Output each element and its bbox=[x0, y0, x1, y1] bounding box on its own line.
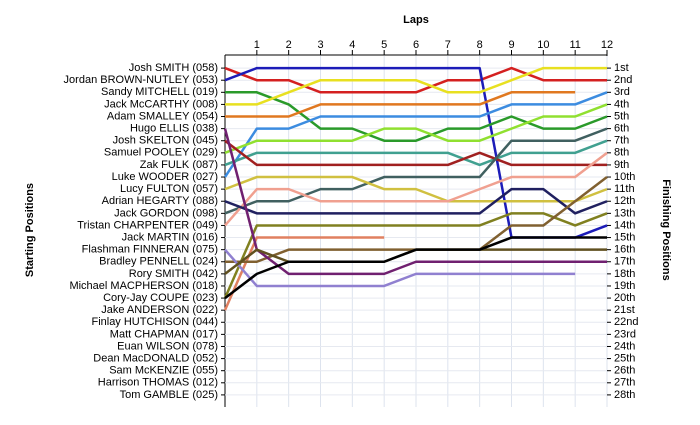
y2-tick-label: 7th bbox=[614, 135, 629, 147]
y-tick-label: Harrison THOMAS (012) bbox=[98, 377, 218, 389]
y2-tick-label: 14th bbox=[614, 219, 635, 231]
y-tick-label: Jack GORDON (098) bbox=[114, 207, 218, 219]
y-tick-label: Jack MARTIN (016) bbox=[122, 231, 218, 243]
y2-tick-label: 11th bbox=[614, 183, 635, 195]
y2-tick-label: 25th bbox=[614, 352, 635, 364]
driver-line bbox=[225, 66, 607, 106]
y-tick-label: Sam McKENZIE (055) bbox=[109, 365, 218, 377]
driver-line bbox=[224, 139, 607, 167]
driver-line bbox=[225, 91, 608, 142]
y-tick-label: Tom GAMBLE (025) bbox=[120, 389, 218, 401]
y-tick-label: Josh SKELTON (045) bbox=[113, 135, 218, 147]
driver-line bbox=[224, 187, 608, 215]
y2-tick-label: 1st bbox=[614, 62, 629, 74]
y-tick-label: Cory-Jay COUPE (023) bbox=[103, 292, 218, 304]
y2-tick-label: 21st bbox=[614, 304, 635, 316]
driver-line bbox=[225, 91, 576, 118]
y2-tick-label: 16th bbox=[614, 244, 635, 256]
y2-tick-label: 22nd bbox=[614, 316, 638, 328]
y2-tick-label: 5th bbox=[614, 110, 629, 122]
y2-tick-label: 18th bbox=[614, 268, 635, 280]
driver-line bbox=[224, 151, 608, 227]
y-tick-label: Jack McCARTHY (008) bbox=[104, 98, 218, 110]
y2-tick-label: 4th bbox=[614, 98, 629, 110]
y2-tick-label: 17th bbox=[614, 256, 635, 268]
y-tick-label: Zak FULK (087) bbox=[140, 159, 218, 171]
driver-line bbox=[224, 66, 607, 94]
y2-tick-label: 3rd bbox=[614, 86, 630, 98]
driver-line bbox=[223, 128, 607, 276]
y2-tick-label: 20th bbox=[614, 292, 635, 304]
y2-tick-label: 24th bbox=[614, 340, 635, 352]
x-tick-label: 2 bbox=[286, 39, 292, 51]
y2-tick-label: 27th bbox=[614, 377, 635, 389]
y-tick-label: Bradley PENNELL (024) bbox=[99, 256, 218, 268]
driver-line bbox=[224, 248, 576, 288]
y-tick-label: Finlay HUTCHISON (044) bbox=[91, 316, 218, 328]
y-tick-label: Rory SMITH (042) bbox=[129, 268, 218, 280]
y2-tick-label: 19th bbox=[614, 280, 635, 292]
y-tick-label: Jordan BROWN-NUTLEY (053) bbox=[64, 74, 218, 86]
y-tick-label: Adam SMALLEY (054) bbox=[107, 110, 218, 122]
x-tick-label: 3 bbox=[317, 39, 323, 51]
x-axis-title: Laps bbox=[403, 14, 429, 26]
y2-tick-label: 12th bbox=[614, 195, 635, 207]
y2-tick-label: 10th bbox=[614, 171, 635, 183]
y-tick-label: Adrian HEGARTY (088) bbox=[102, 195, 218, 207]
y-tick-label: Jake ANDERSON (022) bbox=[101, 304, 218, 316]
x-tick-label: 5 bbox=[381, 39, 387, 51]
y-tick-label: Sandy MITCHELL (019) bbox=[101, 86, 218, 98]
y2-tick-label: 13th bbox=[614, 207, 635, 219]
driver-line bbox=[224, 175, 608, 203]
x-tick-label: 10 bbox=[537, 39, 549, 51]
driver-line bbox=[223, 236, 385, 311]
y2-tick-label: 15th bbox=[614, 231, 635, 243]
x-tick-label: 7 bbox=[445, 39, 451, 51]
y-axis-title: Starting Positions bbox=[24, 183, 36, 277]
y-tick-label: Lucy FULTON (057) bbox=[120, 183, 218, 195]
y-tick-label: Flashman FINNERAN (075) bbox=[82, 244, 218, 256]
y-tick-label: Samuel POOLEY (029) bbox=[104, 147, 218, 159]
driver-line bbox=[223, 212, 608, 299]
y-tick-label: Tristan CHARPENTER (049) bbox=[77, 219, 218, 231]
x-tick-label: 4 bbox=[349, 39, 355, 51]
y-tick-label: Dean MacDONALD (052) bbox=[93, 352, 218, 364]
y2-tick-label: 9th bbox=[614, 159, 629, 171]
driver-line bbox=[223, 91, 608, 178]
y2-tick-label: 2nd bbox=[614, 74, 632, 86]
y-tick-label: Hugo ELLIS (038) bbox=[130, 123, 218, 135]
y-tick-label: Luke WOODER (027) bbox=[112, 171, 218, 183]
y-tick-label: Matt CHAPMAN (017) bbox=[110, 328, 218, 340]
x-tick-label: 12 bbox=[601, 39, 613, 51]
y2-axis-title: Finishing Positions bbox=[660, 179, 672, 280]
x-tick-label: 9 bbox=[508, 39, 514, 51]
driver-line bbox=[224, 139, 608, 167]
y2-tick-label: 28th bbox=[614, 389, 635, 401]
x-tick-label: 8 bbox=[477, 39, 483, 51]
y2-tick-label: 6th bbox=[614, 123, 629, 135]
x-tick-label: 11 bbox=[569, 39, 580, 51]
y-tick-label: Euan WILSON (078) bbox=[117, 340, 218, 352]
y-tick-label: Josh SMITH (058) bbox=[129, 62, 218, 74]
driver-line bbox=[224, 127, 608, 215]
y2-tick-label: 8th bbox=[614, 147, 629, 159]
y-tick-label: Michael MACPHERSON (018) bbox=[69, 280, 218, 292]
driver-line bbox=[224, 103, 608, 154]
x-tick-label: 6 bbox=[413, 39, 419, 51]
y2-tick-label: 26th bbox=[614, 365, 635, 377]
driver-line bbox=[224, 236, 607, 300]
y2-tick-label: 23rd bbox=[614, 328, 636, 340]
x-tick-label: 1 bbox=[254, 39, 260, 51]
